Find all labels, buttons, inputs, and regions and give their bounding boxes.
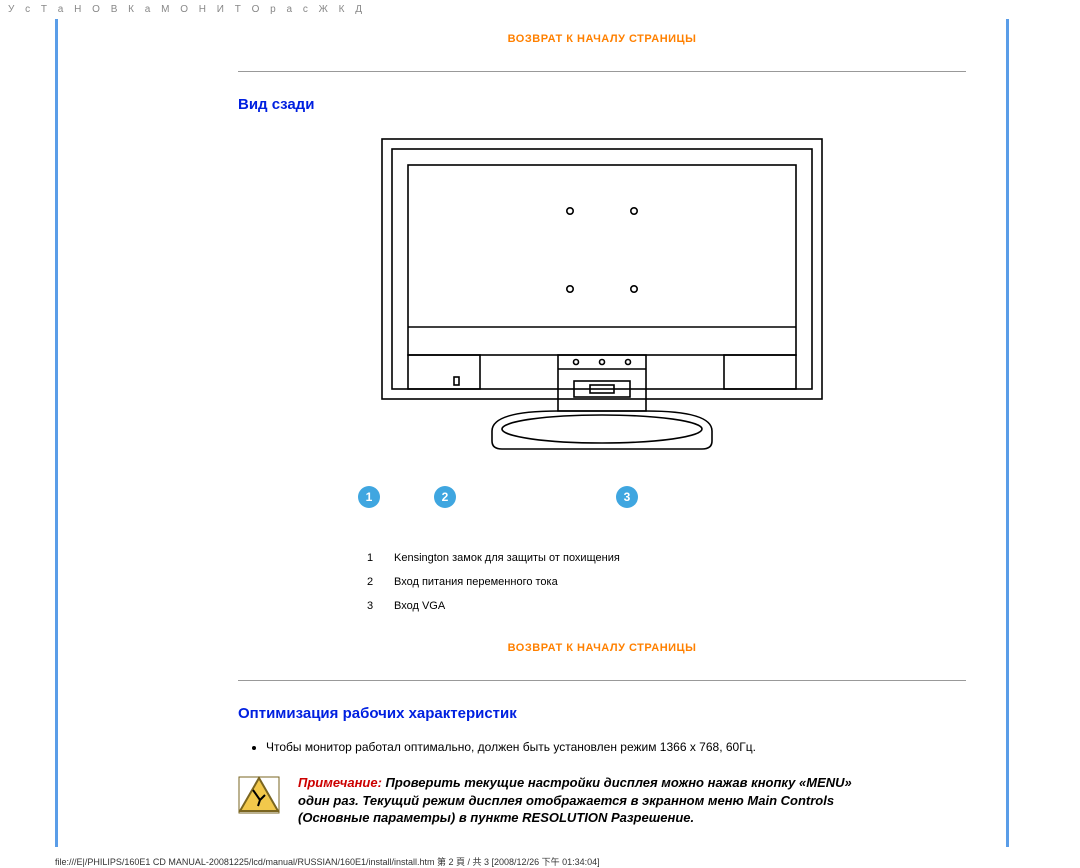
legend-text: Вход VGA (394, 594, 632, 618)
callout-3: 3 (616, 486, 638, 508)
table-row: 2 Вход питания переменного тока (358, 570, 632, 594)
page-header-label: У с Т а Н О В К а М О Н И Т О р а с Ж К … (0, 0, 1080, 19)
footer-path: file:///E|/PHILIPS/160E1 CD MANUAL-20081… (0, 847, 1080, 868)
note-body: Проверить текущие настройки дисплея можн… (298, 775, 852, 825)
legend-text: Вход питания переменного тока (394, 570, 632, 594)
rear-view-diagram: 1 2 3 (238, 131, 966, 516)
divider (238, 71, 966, 72)
callout-2: 2 (434, 486, 456, 508)
table-row: 1 Kensington замок для защиты от похищен… (358, 546, 632, 570)
warning-icon (238, 776, 280, 819)
back-to-top-link[interactable]: ВОЗВРАТ К НАЧАЛУ СТРАНИЦЫ (508, 642, 697, 654)
note-label: Примечание: (298, 775, 382, 790)
note-row: Примечание: Проверить текущие настройки … (238, 774, 966, 827)
legend-text: Kensington замок для защиты от похищения (394, 546, 632, 570)
optimization-body: Чтобы монитор работал оптимально, должен… (238, 740, 966, 754)
optimization-heading: Оптимизация рабочих характеристик (238, 705, 966, 722)
back-to-top-lower: ВОЗВРАТ К НАЧАЛУ СТРАНИЦЫ (238, 628, 966, 664)
back-to-top-upper: ВОЗВРАТ К НАЧАЛУ СТРАНИЦЫ (238, 19, 966, 55)
callout-1: 1 (358, 486, 380, 508)
table-row: 3 Вход VGA (358, 594, 632, 618)
legend-table: 1 Kensington замок для защиты от похищен… (358, 546, 632, 618)
monitor-rear-svg (342, 131, 862, 471)
back-to-top-link[interactable]: ВОЗВРАТ К НАЧАЛУ СТРАНИЦЫ (508, 33, 697, 45)
optimization-bullet: Чтобы монитор работал оптимально, должен… (266, 740, 966, 754)
legend-num: 2 (358, 570, 394, 594)
rear-view-heading: Вид сзади (238, 96, 966, 113)
page-frame: ВОЗВРАТ К НАЧАЛУ СТРАНИЦЫ Вид сзади (55, 19, 1009, 847)
callout-row: 1 2 3 (238, 486, 966, 516)
divider (238, 680, 966, 681)
legend-num: 3 (358, 594, 394, 618)
note-text: Примечание: Проверить текущие настройки … (298, 774, 858, 827)
legend-num: 1 (358, 546, 394, 570)
